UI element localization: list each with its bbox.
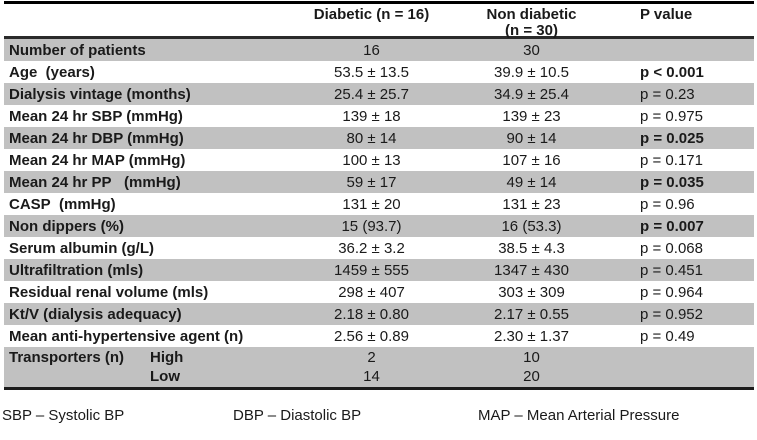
header-diabetic: Diabetic (n = 16) bbox=[313, 6, 430, 23]
p-value: p = 0.035 bbox=[640, 173, 704, 191]
p-value: p = 0.451 bbox=[640, 261, 703, 279]
p-value: p = 0.23 bbox=[640, 85, 695, 103]
row-label: Mean 24 hr MAP (mmHg) bbox=[9, 151, 186, 169]
transporters-sublabels: High Low bbox=[150, 348, 183, 386]
diabetic-value: 2.18 ± 0.80 bbox=[334, 305, 409, 323]
table-row-residual-renal-volume: Residual renal volume (mls) 298 ± 407 30… bbox=[4, 281, 754, 303]
p-value: p = 0.964 bbox=[640, 283, 703, 301]
diabetic-value: 298 ± 407 bbox=[338, 283, 405, 301]
diabetic-low-value: 14 bbox=[363, 368, 380, 385]
diabetic-value: 131 ± 20 bbox=[342, 195, 401, 213]
p-value: p = 0.171 bbox=[640, 151, 703, 169]
nondiabetic-value: 2.30 ± 1.37 bbox=[494, 327, 569, 345]
footnote-sbp: SBP – Systolic BP bbox=[2, 407, 125, 424]
diabetic-value: 36.2 ± 3.2 bbox=[338, 239, 405, 257]
nondiabetic-value: 2.17 ± 0.55 bbox=[494, 305, 569, 323]
nondiabetic-value: 10 20 bbox=[449, 348, 614, 386]
diabetic-value: 15 (93.7) bbox=[341, 217, 402, 235]
row-label: Mean 24 hr DBP (mmHg) bbox=[9, 129, 184, 147]
nondiabetic-value: 303 ± 309 bbox=[498, 283, 565, 301]
p-value: p = 0.952 bbox=[640, 305, 703, 323]
nondiabetic-value: 90 ± 14 bbox=[506, 129, 557, 147]
diabetic-value: 25.4 ± 25.7 bbox=[334, 85, 409, 103]
table-row-non-dippers: Non dippers (%) 15 (93.7) 16 (53.3) p = … bbox=[4, 215, 754, 237]
diabetic-value: 16 bbox=[363, 41, 380, 59]
nondiabetic-value: 139 ± 23 bbox=[502, 107, 561, 125]
transporters-low-label: Low bbox=[150, 368, 180, 385]
nondiabetic-value: 38.5 ± 4.3 bbox=[498, 239, 565, 257]
table-header-row: Diabetic (n = 16) Non diabetic (n = 30) … bbox=[4, 4, 754, 39]
nondiabetic-low-value: 20 bbox=[523, 368, 540, 385]
nondiabetic-value: 1347 ± 430 bbox=[494, 261, 569, 279]
nondiabetic-value: 107 ± 16 bbox=[502, 151, 561, 169]
row-label: Ultrafiltration (mls) bbox=[9, 261, 144, 279]
p-value: p = 0.025 bbox=[640, 129, 704, 147]
row-label: Mean 24 hr PP (mmHg) bbox=[9, 173, 181, 191]
row-label: Non dippers (%) bbox=[9, 217, 124, 235]
diabetic-value: 59 ± 17 bbox=[346, 173, 397, 191]
table-row-pp: Mean 24 hr PP (mmHg) 59 ± 17 49 ± 14 p =… bbox=[4, 171, 754, 193]
row-label: Serum albumin (g/L) bbox=[9, 239, 155, 257]
row-label: Transporters (n) High Low bbox=[4, 348, 294, 386]
footnote-dbp: DBP – Diastolic BP bbox=[233, 407, 362, 424]
table-row-map: Mean 24 hr MAP (mmHg) 100 ± 13 107 ± 16 … bbox=[4, 149, 754, 171]
nondiabetic-value: 16 (53.3) bbox=[501, 217, 562, 235]
nondiabetic-value: 131 ± 23 bbox=[502, 195, 561, 213]
table-row-dialysis-vintage: Dialysis vintage (months) 25.4 ± 25.7 34… bbox=[4, 83, 754, 105]
nondiabetic-high-value: 10 bbox=[523, 349, 540, 366]
nondiabetic-value: 34.9 ± 25.4 bbox=[494, 85, 569, 103]
nondiabetic-value: 49 ± 14 bbox=[506, 173, 557, 191]
header-nondiabetic-line1: Non diabetic bbox=[486, 6, 577, 23]
nondiabetic-value: 39.9 ± 10.5 bbox=[494, 63, 569, 81]
diabetic-high-value: 2 bbox=[367, 349, 376, 366]
diabetic-value: 2 14 bbox=[294, 348, 449, 386]
table-row-number-of-patients: Number of patients 16 30 bbox=[4, 39, 754, 61]
row-label: Number of patients bbox=[9, 41, 146, 59]
row-label: CASP (mmHg) bbox=[9, 195, 116, 213]
transporters-label: Transporters (n) bbox=[9, 349, 125, 366]
table-row-antihypertensive: Mean anti-hypertensive agent (n) 2.56 ± … bbox=[4, 325, 754, 347]
comparison-table: Diabetic (n = 16) Non diabetic (n = 30) … bbox=[4, 1, 754, 390]
diabetic-value: 53.5 ± 13.5 bbox=[334, 63, 409, 81]
p-value: p = 0.068 bbox=[640, 239, 703, 257]
p-value: p = 0.96 bbox=[640, 195, 695, 213]
table-row-ktv: Kt/V (dialysis adequacy) 2.18 ± 0.80 2.1… bbox=[4, 303, 754, 325]
p-value: p = 0.49 bbox=[640, 327, 695, 345]
p-value: p = 0.007 bbox=[640, 217, 704, 235]
footnote-map: MAP – Mean Arterial Pressure bbox=[478, 407, 680, 424]
row-label: Age (years) bbox=[9, 63, 95, 81]
row-label: Mean 24 hr SBP (mmHg) bbox=[9, 107, 183, 125]
p-value: p = 0.975 bbox=[640, 107, 703, 125]
diabetic-value: 80 ± 14 bbox=[346, 129, 397, 147]
row-label: Kt/V (dialysis adequacy) bbox=[9, 305, 182, 323]
row-label: Mean anti-hypertensive agent (n) bbox=[9, 327, 244, 345]
table-row-dbp: Mean 24 hr DBP (mmHg) 80 ± 14 90 ± 14 p … bbox=[4, 127, 754, 149]
transporters-high-label: High bbox=[150, 349, 184, 366]
header-nondiabetic-line2: (n = 30) bbox=[505, 22, 558, 39]
table-row-casp: CASP (mmHg) 131 ± 20 131 ± 23 p = 0.96 bbox=[4, 193, 754, 215]
diabetic-value: 1459 ± 555 bbox=[334, 261, 409, 279]
diabetic-value: 100 ± 13 bbox=[342, 151, 401, 169]
p-value: p < 0.001 bbox=[640, 63, 704, 81]
header-p-value: P value bbox=[640, 6, 693, 23]
row-label: Dialysis vintage (months) bbox=[9, 85, 191, 103]
diabetic-value: 2.56 ± 0.89 bbox=[334, 327, 409, 345]
row-label: Residual renal volume (mls) bbox=[9, 283, 209, 301]
diabetic-value: 139 ± 18 bbox=[342, 107, 401, 125]
table-row-ultrafiltration: Ultrafiltration (mls) 1459 ± 555 1347 ± … bbox=[4, 259, 754, 281]
table-row-age: Age (years) 53.5 ± 13.5 39.9 ± 10.5 p < … bbox=[4, 61, 754, 83]
table-row-serum-albumin: Serum albumin (g/L) 36.2 ± 3.2 38.5 ± 4.… bbox=[4, 237, 754, 259]
footnote-legend: SBP – Systolic BP DBP – Diastolic BP MAP… bbox=[0, 407, 757, 424]
nondiabetic-value: 30 bbox=[523, 41, 540, 59]
header-nondiabetic: Non diabetic (n = 30) bbox=[449, 7, 614, 39]
table-row-transporters: Transporters (n) High Low 2 14 10 20 bbox=[4, 347, 754, 387]
table-row-sbp: Mean 24 hr SBP (mmHg) 139 ± 18 139 ± 23 … bbox=[4, 105, 754, 127]
